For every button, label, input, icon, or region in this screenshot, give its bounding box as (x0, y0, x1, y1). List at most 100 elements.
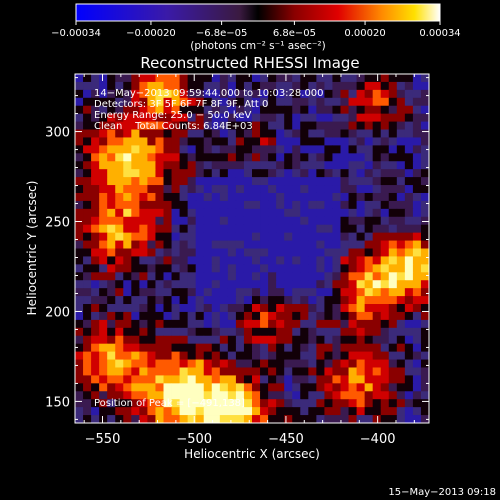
x-tick-label: −550 (85, 432, 121, 447)
heatmap-cell (203, 280, 213, 289)
heatmap-cell (99, 74, 108, 83)
heatmap-cell (203, 319, 213, 329)
heatmap-cell (276, 216, 285, 226)
heatmap-cell (364, 113, 374, 122)
heatmap-cell (123, 351, 132, 360)
heatmap-cell (404, 224, 414, 234)
heatmap-cell (252, 383, 261, 392)
heatmap-cell (404, 351, 414, 360)
heatmap-cell (388, 327, 398, 337)
heatmap-cell (348, 177, 357, 186)
heatmap-cell (147, 145, 156, 154)
heatmap-cell (171, 169, 180, 178)
heatmap-cell (179, 343, 189, 353)
heatmap-cell (396, 129, 406, 138)
heatmap-cell (107, 335, 116, 345)
heatmap-cell (420, 161, 430, 170)
heatmap-cell (316, 89, 325, 99)
heatmap-cell (364, 169, 374, 178)
heatmap-cell (284, 375, 293, 384)
heatmap-cell (380, 311, 390, 321)
heatmap-cell (155, 415, 164, 424)
heatmap-cell (324, 137, 333, 146)
heatmap-cell (187, 359, 197, 368)
heatmap-cell (123, 137, 132, 146)
heatmap-cell (179, 185, 189, 194)
heatmap-cell (187, 311, 197, 321)
heatmap-cell (235, 375, 245, 384)
heatmap-cell (147, 137, 156, 146)
heatmap-cell (75, 391, 84, 400)
heatmap-cell (235, 216, 245, 226)
heatmap-cell (260, 399, 269, 408)
heatmap-cell (139, 232, 148, 241)
heatmap-cell (107, 74, 116, 83)
heatmap-cell (332, 343, 341, 353)
heatmap-cell (380, 391, 390, 400)
heatmap-cell (324, 200, 333, 210)
heatmap-cell (235, 97, 245, 107)
heatmap-cell (219, 232, 229, 241)
heatmap-cell (107, 97, 116, 107)
heatmap-cell (195, 248, 205, 257)
heatmap-cell (292, 137, 301, 146)
heatmap-cell (107, 319, 116, 329)
heatmap-cell (332, 296, 341, 305)
heatmap-cell (300, 264, 309, 273)
heatmap-cell (388, 351, 398, 360)
heatmap-cell (388, 264, 398, 273)
heatmap-cell (227, 407, 237, 416)
heatmap-cell (163, 105, 172, 115)
heatmap-cell (332, 232, 341, 241)
heatmap-cell (227, 280, 237, 289)
heatmap-cell (203, 137, 213, 146)
heatmap-cell (332, 121, 341, 130)
heatmap-cell (388, 335, 398, 345)
heatmap-cell (83, 296, 92, 305)
heatmap-cell (83, 391, 92, 400)
heatmap-cell (163, 319, 172, 329)
heatmap-cell (195, 304, 205, 313)
heatmap-cell (332, 208, 341, 218)
heatmap-cell (179, 97, 189, 107)
heatmap-cell (91, 264, 100, 273)
heatmap-cell (195, 129, 205, 138)
heatmap-cell (276, 97, 285, 107)
heatmap-cell (163, 359, 172, 368)
heatmap-cell (211, 272, 221, 281)
heatmap-cell (91, 81, 100, 91)
heatmap-cell (348, 375, 357, 384)
heatmap-cell (412, 105, 422, 115)
heatmap-cell (340, 359, 349, 368)
heatmap-cell (83, 311, 92, 321)
heatmap-cell (308, 407, 317, 416)
heatmap-cell (396, 216, 406, 226)
heatmap-cell (163, 161, 172, 170)
heatmap-cell (195, 137, 205, 146)
heatmap-cell (380, 375, 390, 384)
heatmap-cell (316, 121, 325, 130)
heatmap-cell (316, 240, 325, 249)
heatmap-cell (316, 280, 325, 289)
heatmap-cell (171, 113, 180, 122)
heatmap-cell (372, 161, 382, 170)
heatmap-cell (91, 153, 100, 162)
heatmap-cell (340, 97, 349, 107)
heatmap-cell (348, 208, 357, 218)
heatmap-cell (420, 200, 430, 210)
heatmap-cell (340, 208, 349, 218)
heatmap-cell (115, 319, 124, 329)
heatmap-cell (372, 304, 382, 313)
heatmap-cell (187, 113, 197, 122)
heatmap-cell (163, 407, 172, 416)
heatmap-cell (155, 216, 164, 226)
heatmap-cell (260, 280, 269, 289)
heatmap-cell (155, 304, 164, 313)
heatmap-cell (155, 145, 164, 154)
heatmap-cell (284, 129, 293, 138)
heatmap-cell (131, 304, 140, 313)
heatmap-cell (260, 327, 269, 337)
heatmap-cell (332, 177, 341, 186)
heatmap-cell (284, 113, 293, 122)
heatmap-cell (396, 200, 406, 210)
